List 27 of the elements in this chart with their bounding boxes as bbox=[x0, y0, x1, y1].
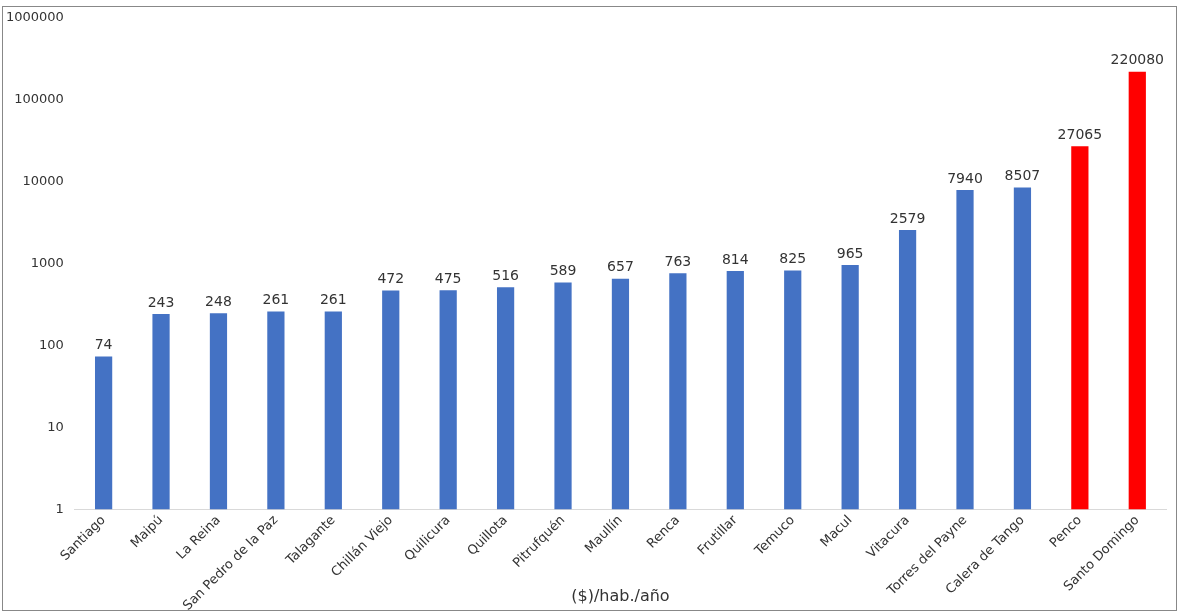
data-label: 2579 bbox=[889, 209, 926, 226]
data-label: 589 bbox=[549, 262, 577, 279]
data-label: 763 bbox=[664, 252, 692, 269]
y-tick-label: 1000 bbox=[30, 255, 64, 271]
data-label: 472 bbox=[377, 270, 405, 287]
y-tick-label: 10 bbox=[47, 419, 64, 435]
data-label: 261 bbox=[262, 291, 290, 308]
y-tick-label: 10000 bbox=[22, 173, 64, 189]
data-label: 248 bbox=[205, 292, 232, 309]
data-label: 7940 bbox=[947, 169, 983, 186]
y-tick-label: 1000000 bbox=[5, 9, 64, 25]
data-label: 516 bbox=[492, 266, 520, 283]
data-label: 475 bbox=[434, 269, 462, 286]
data-label: 243 bbox=[147, 293, 175, 310]
data-label: 965 bbox=[836, 244, 864, 261]
y-tick-label: 100000 bbox=[14, 91, 64, 107]
y-tick-label: 1 bbox=[55, 500, 64, 516]
data-label: 657 bbox=[607, 258, 634, 275]
data-label: 825 bbox=[779, 250, 807, 267]
data-label: 261 bbox=[319, 291, 347, 308]
data-label: 74 bbox=[94, 336, 113, 353]
data-label: 220080 bbox=[1110, 51, 1165, 68]
data-label: 814 bbox=[721, 250, 749, 267]
data-label: 8507 bbox=[1004, 167, 1041, 184]
data-label: 27065 bbox=[1057, 125, 1103, 142]
y-tick-label: 100 bbox=[39, 337, 64, 353]
x-axis-title: ($)/hab./año bbox=[571, 585, 670, 605]
